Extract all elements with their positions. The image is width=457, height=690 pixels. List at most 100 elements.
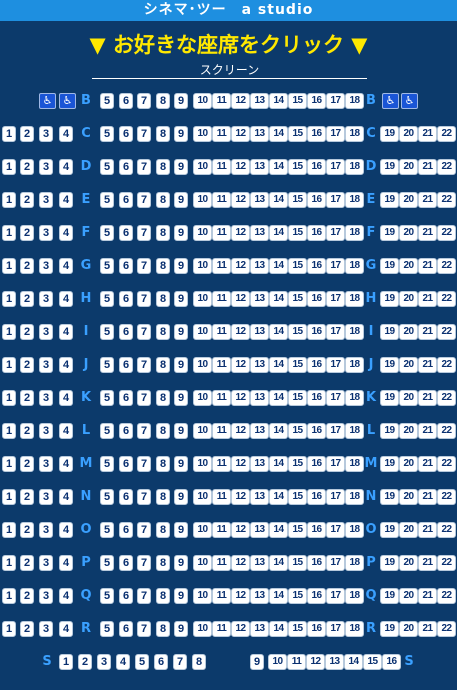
seat-D-13[interactable]: 13 [250,159,269,175]
seat-M-19[interactable]: 19 [380,456,399,472]
seat-F-16[interactable]: 16 [307,225,326,241]
seat-N-16[interactable]: 16 [307,489,326,505]
seat-E-2[interactable]: 2 [20,192,34,208]
seat-H-22[interactable]: 22 [437,291,456,307]
seat-D-19[interactable]: 19 [380,159,399,175]
seat-I-2[interactable]: 2 [20,324,34,340]
seat-N-7[interactable]: 7 [137,489,151,505]
seat-E-9[interactable]: 9 [174,192,188,208]
seat-L-12[interactable]: 12 [231,423,250,439]
seat-H-5[interactable]: 5 [100,291,114,307]
seat-S-16[interactable]: 16 [382,654,401,670]
seat-H-4[interactable]: 4 [59,291,73,307]
seat-P-5[interactable]: 5 [100,555,114,571]
seat-C-18[interactable]: 18 [345,126,364,142]
seat-G-9[interactable]: 9 [174,258,188,274]
seat-E-8[interactable]: 8 [156,192,170,208]
seat-B-16[interactable]: 16 [307,93,326,109]
seat-E-10[interactable]: 10 [193,192,212,208]
seat-H-1[interactable]: 1 [2,291,16,307]
seat-S-15[interactable]: 15 [363,654,382,670]
seat-I-21[interactable]: 21 [418,324,437,340]
seat-E-3[interactable]: 3 [39,192,53,208]
seat-G-14[interactable]: 14 [269,258,288,274]
seat-J-9[interactable]: 9 [174,357,188,373]
seat-S-6[interactable]: 6 [154,654,168,670]
seat-J-17[interactable]: 17 [326,357,345,373]
seat-N-14[interactable]: 14 [269,489,288,505]
seat-S-14[interactable]: 14 [344,654,363,670]
seat-N-5[interactable]: 5 [100,489,114,505]
seat-E-6[interactable]: 6 [119,192,133,208]
seat-O-8[interactable]: 8 [156,522,170,538]
seat-Q-16[interactable]: 16 [307,588,326,604]
seat-D-4[interactable]: 4 [59,159,73,175]
seat-D-10[interactable]: 10 [193,159,212,175]
seat-B-13[interactable]: 13 [250,93,269,109]
seat-N-15[interactable]: 15 [288,489,307,505]
seat-B-14[interactable]: 14 [269,93,288,109]
seat-B-6[interactable]: 6 [119,93,133,109]
seat-M-21[interactable]: 21 [418,456,437,472]
seat-J-13[interactable]: 13 [250,357,269,373]
seat-J-10[interactable]: 10 [193,357,212,373]
seat-M-4[interactable]: 4 [59,456,73,472]
seat-S-7[interactable]: 7 [173,654,187,670]
seat-P-18[interactable]: 18 [345,555,364,571]
seat-R-12[interactable]: 12 [231,621,250,637]
seat-J-18[interactable]: 18 [345,357,364,373]
seat-E-5[interactable]: 5 [100,192,114,208]
seat-C-2[interactable]: 2 [20,126,34,142]
seat-E-11[interactable]: 11 [212,192,231,208]
seat-N-22[interactable]: 22 [437,489,456,505]
seat-I-14[interactable]: 14 [269,324,288,340]
seat-R-2[interactable]: 2 [20,621,34,637]
seat-B-9[interactable]: 9 [174,93,188,109]
seat-J-2[interactable]: 2 [20,357,34,373]
seat-J-15[interactable]: 15 [288,357,307,373]
seat-D-14[interactable]: 14 [269,159,288,175]
seat-F-19[interactable]: 19 [380,225,399,241]
seat-G-1[interactable]: 1 [2,258,16,274]
seat-P-8[interactable]: 8 [156,555,170,571]
seat-P-2[interactable]: 2 [20,555,34,571]
seat-H-17[interactable]: 17 [326,291,345,307]
seat-R-22[interactable]: 22 [437,621,456,637]
seat-G-10[interactable]: 10 [193,258,212,274]
seat-Q-14[interactable]: 14 [269,588,288,604]
seat-I-4[interactable]: 4 [59,324,73,340]
seat-R-19[interactable]: 19 [380,621,399,637]
seat-O-14[interactable]: 14 [269,522,288,538]
seat-J-20[interactable]: 20 [399,357,418,373]
seat-S-11[interactable]: 11 [287,654,306,670]
seat-I-15[interactable]: 15 [288,324,307,340]
seat-O-21[interactable]: 21 [418,522,437,538]
wheelchair-seat-right-1[interactable]: ♿ [382,93,399,109]
seat-O-15[interactable]: 15 [288,522,307,538]
seat-K-1[interactable]: 1 [2,390,16,406]
seat-G-6[interactable]: 6 [119,258,133,274]
seat-K-18[interactable]: 18 [345,390,364,406]
seat-G-22[interactable]: 22 [437,258,456,274]
seat-H-16[interactable]: 16 [307,291,326,307]
seat-M-2[interactable]: 2 [20,456,34,472]
seat-F-9[interactable]: 9 [174,225,188,241]
seat-H-6[interactable]: 6 [119,291,133,307]
seat-N-9[interactable]: 9 [174,489,188,505]
seat-H-7[interactable]: 7 [137,291,151,307]
seat-Q-9[interactable]: 9 [174,588,188,604]
seat-D-3[interactable]: 3 [39,159,53,175]
seat-L-18[interactable]: 18 [345,423,364,439]
seat-O-22[interactable]: 22 [437,522,456,538]
seat-L-5[interactable]: 5 [100,423,114,439]
seat-F-11[interactable]: 11 [212,225,231,241]
seat-I-1[interactable]: 1 [2,324,16,340]
seat-N-13[interactable]: 13 [250,489,269,505]
seat-N-19[interactable]: 19 [380,489,399,505]
seat-H-9[interactable]: 9 [174,291,188,307]
seat-P-13[interactable]: 13 [250,555,269,571]
seat-D-6[interactable]: 6 [119,159,133,175]
seat-F-17[interactable]: 17 [326,225,345,241]
seat-R-7[interactable]: 7 [137,621,151,637]
seat-L-22[interactable]: 22 [437,423,456,439]
